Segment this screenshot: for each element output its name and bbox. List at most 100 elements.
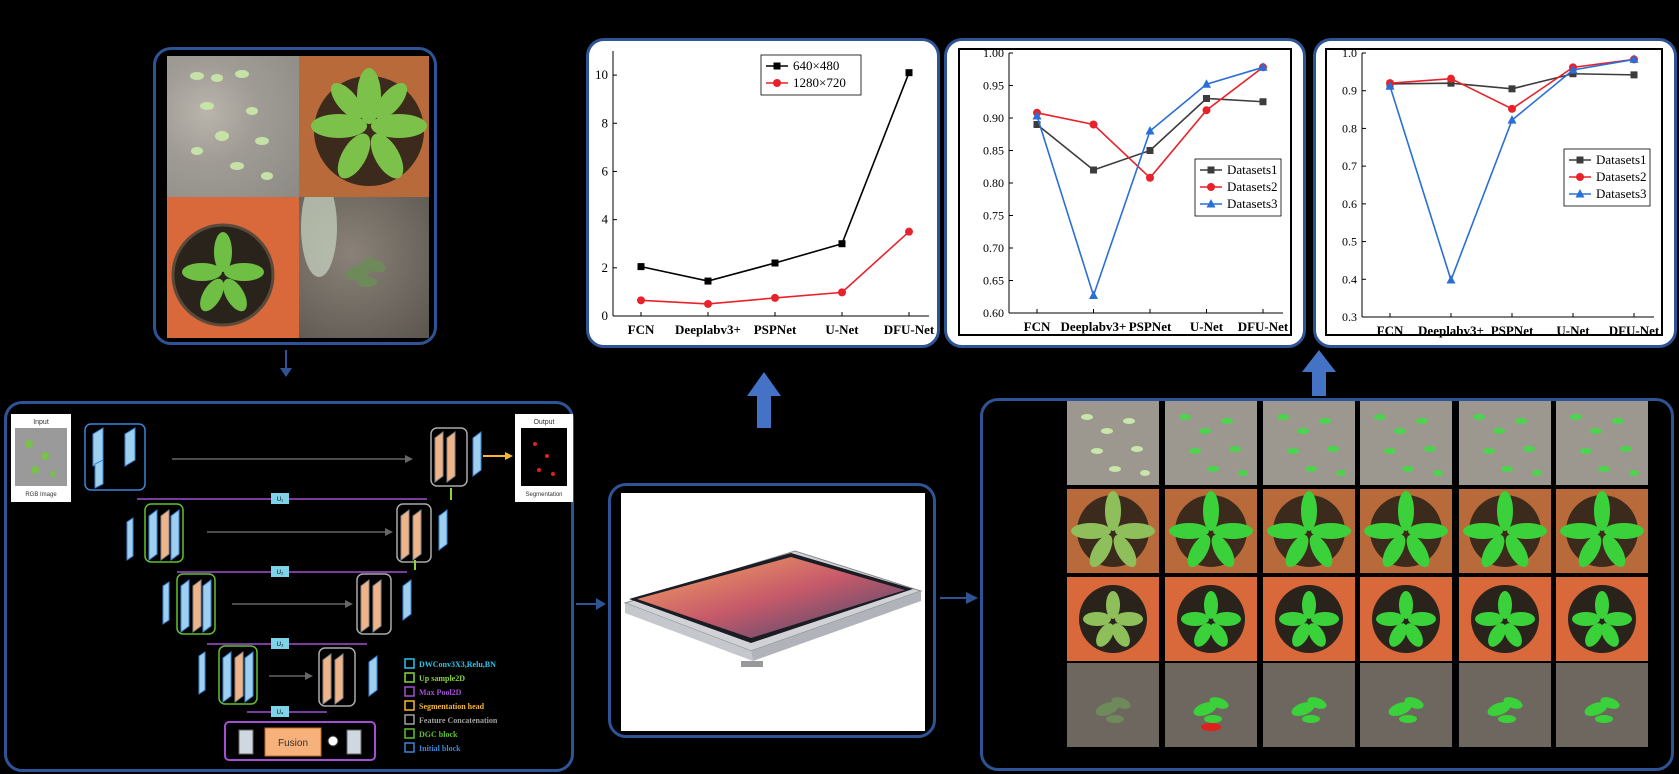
- legend-label: Datasets2: [1596, 169, 1647, 184]
- data-point: [704, 277, 712, 285]
- x-tick-label: FCN: [628, 322, 655, 337]
- series-line: [640, 72, 910, 282]
- legend-label: Datasets3: [1227, 196, 1278, 211]
- result-image-drawing: [1071, 491, 1155, 568]
- result-image-tile: [1459, 577, 1551, 661]
- result-image-drawing: [1372, 585, 1440, 653]
- laptop-image: [621, 493, 925, 731]
- architecture-diagram: Input RGB Image Output Segmentation U₁: [11, 414, 573, 761]
- output-caption: Segmentation: [525, 492, 562, 498]
- result-image-drawing: [1463, 491, 1547, 568]
- result-image-drawing: [1584, 697, 1620, 723]
- y-tick-label: 0.5: [1342, 235, 1357, 249]
- y-tick-label: 0.8: [1342, 121, 1357, 135]
- x-tick-label: PSPNet: [754, 322, 797, 337]
- data-point: [1385, 81, 1395, 90]
- data-point: [905, 69, 913, 77]
- legend-swatch: [404, 742, 415, 753]
- y-tick-label: 10: [595, 67, 608, 82]
- y-tick-label: 1.0: [1342, 46, 1357, 60]
- runtime-chart: 0 2 4 6 8 10 FCN Deeplabv3+ PSPNet U-Net DFU-Net 64…: [595, 51, 935, 337]
- result-image-tile: [1360, 577, 1452, 661]
- legend-label: Feature Concatenation: [419, 716, 498, 725]
- result-image-drawing: [1095, 697, 1131, 723]
- architecture-panel: Input RGB Image Output Segmentation U₁: [4, 401, 574, 772]
- y-tick-label: 2: [602, 260, 609, 275]
- legend-label: DWConv3X3,Relu,BN: [419, 660, 496, 669]
- data-point: [1508, 85, 1516, 93]
- legend-swatch: [404, 728, 415, 739]
- result-image-drawing: [1267, 491, 1351, 568]
- result-image-tile: [1165, 577, 1257, 661]
- result-image-tile: [1360, 663, 1452, 747]
- dgc-block: [144, 503, 184, 563]
- data-point: [1629, 54, 1639, 63]
- data-point: [771, 259, 779, 267]
- runtime-chart-panel: 0 2 4 6 8 10 FCN Deeplabv3+ PSPNet U-Net DFU-Net 64…: [586, 38, 940, 348]
- result-image-tile: [1263, 577, 1355, 661]
- arrow-right-icon: [940, 592, 978, 604]
- data-point: [1202, 79, 1211, 88]
- y-tick-label: 0.75: [983, 209, 1004, 223]
- legend-label: Segmentation head: [419, 702, 485, 711]
- data-point: [704, 299, 712, 308]
- laptop-panel: [608, 483, 936, 738]
- legend-label: Up sample2D: [419, 674, 465, 683]
- legend-label: Max Pool2D: [419, 688, 462, 697]
- result-image-tile: [1360, 489, 1452, 573]
- x-tick-label: U-Net: [1556, 323, 1590, 338]
- initial-block: [84, 423, 146, 491]
- result-image-drawing: [1177, 585, 1245, 653]
- result-image-tile: [1263, 489, 1355, 573]
- data-point: [1447, 74, 1455, 83]
- architecture-legend: DWConv3X3,Relu,BN Up sample2D Max Pool2D Se…: [404, 658, 498, 753]
- data-point: [905, 227, 913, 236]
- legend-box: [760, 54, 862, 96]
- seedlings-drawing: [190, 70, 273, 180]
- arrow-down-icon: [280, 350, 292, 377]
- data-point: [637, 296, 645, 305]
- x-tick-label: FCN: [1024, 319, 1051, 334]
- data-point: [1508, 104, 1516, 113]
- f1-chart-panel: 0.3 0.4 0.5 0.6 0.7 0.8 0.9 1.0 FCN Deeplabv3+ PSP…: [1313, 38, 1677, 348]
- legend-swatch: [404, 686, 415, 697]
- data-point: [1259, 98, 1267, 106]
- y-tick-label: 0.9: [1342, 84, 1357, 98]
- result-image-tile: [1459, 489, 1551, 573]
- y-tick-label: 0.85: [983, 144, 1004, 158]
- result-image-tile: [1263, 663, 1355, 747]
- result-image-drawing: [1560, 491, 1644, 568]
- result-image-drawing: [1568, 585, 1636, 653]
- result-image-tile: [1459, 663, 1551, 747]
- output-mask: [521, 428, 567, 486]
- x-tick-label: U-Net: [825, 322, 859, 337]
- y-tick-label: 0.7: [1342, 159, 1357, 173]
- pot-drawing: [171, 223, 275, 327]
- skip-label-3: U₃: [277, 642, 284, 648]
- data-point: [1146, 147, 1154, 154]
- f1-chart: 0.3 0.4 0.5 0.6 0.7 0.8 0.9 1.0 FCN Deeplabv3+ PSP…: [1342, 46, 1660, 338]
- x-tick-label: Deeplabv3+: [1061, 319, 1127, 334]
- chart-legend: Datasets1 Datasets2 Datasets3: [1194, 158, 1282, 217]
- result-image-tile: [1165, 663, 1257, 747]
- input-caption: RGB Image: [25, 492, 57, 498]
- legend-label: 1280×720: [793, 75, 846, 90]
- fusion-block: [224, 721, 376, 761]
- legend-swatch: [404, 672, 415, 683]
- result-image-drawing: [1487, 697, 1523, 723]
- x-tick-label: FCN: [1377, 323, 1404, 338]
- x-tick-label: DFU-Net: [1238, 319, 1289, 334]
- legend-swatch: [404, 714, 415, 725]
- rosette-drawing: [299, 56, 429, 197]
- results-panel: [980, 398, 1674, 771]
- output-title: Output: [533, 419, 554, 426]
- result-image-drawing: [1079, 585, 1147, 653]
- data-point: [838, 240, 846, 248]
- y-tick-label: 6: [602, 163, 609, 178]
- x-tick-label: PSPNet: [1491, 323, 1534, 338]
- y-tick-label: 0.60: [983, 306, 1004, 320]
- plant-image-soil: [299, 197, 429, 338]
- result-image-drawing: [1388, 697, 1424, 723]
- x-tick-label: Deeplabv3+: [1418, 323, 1484, 338]
- data-point: [1568, 64, 1578, 74]
